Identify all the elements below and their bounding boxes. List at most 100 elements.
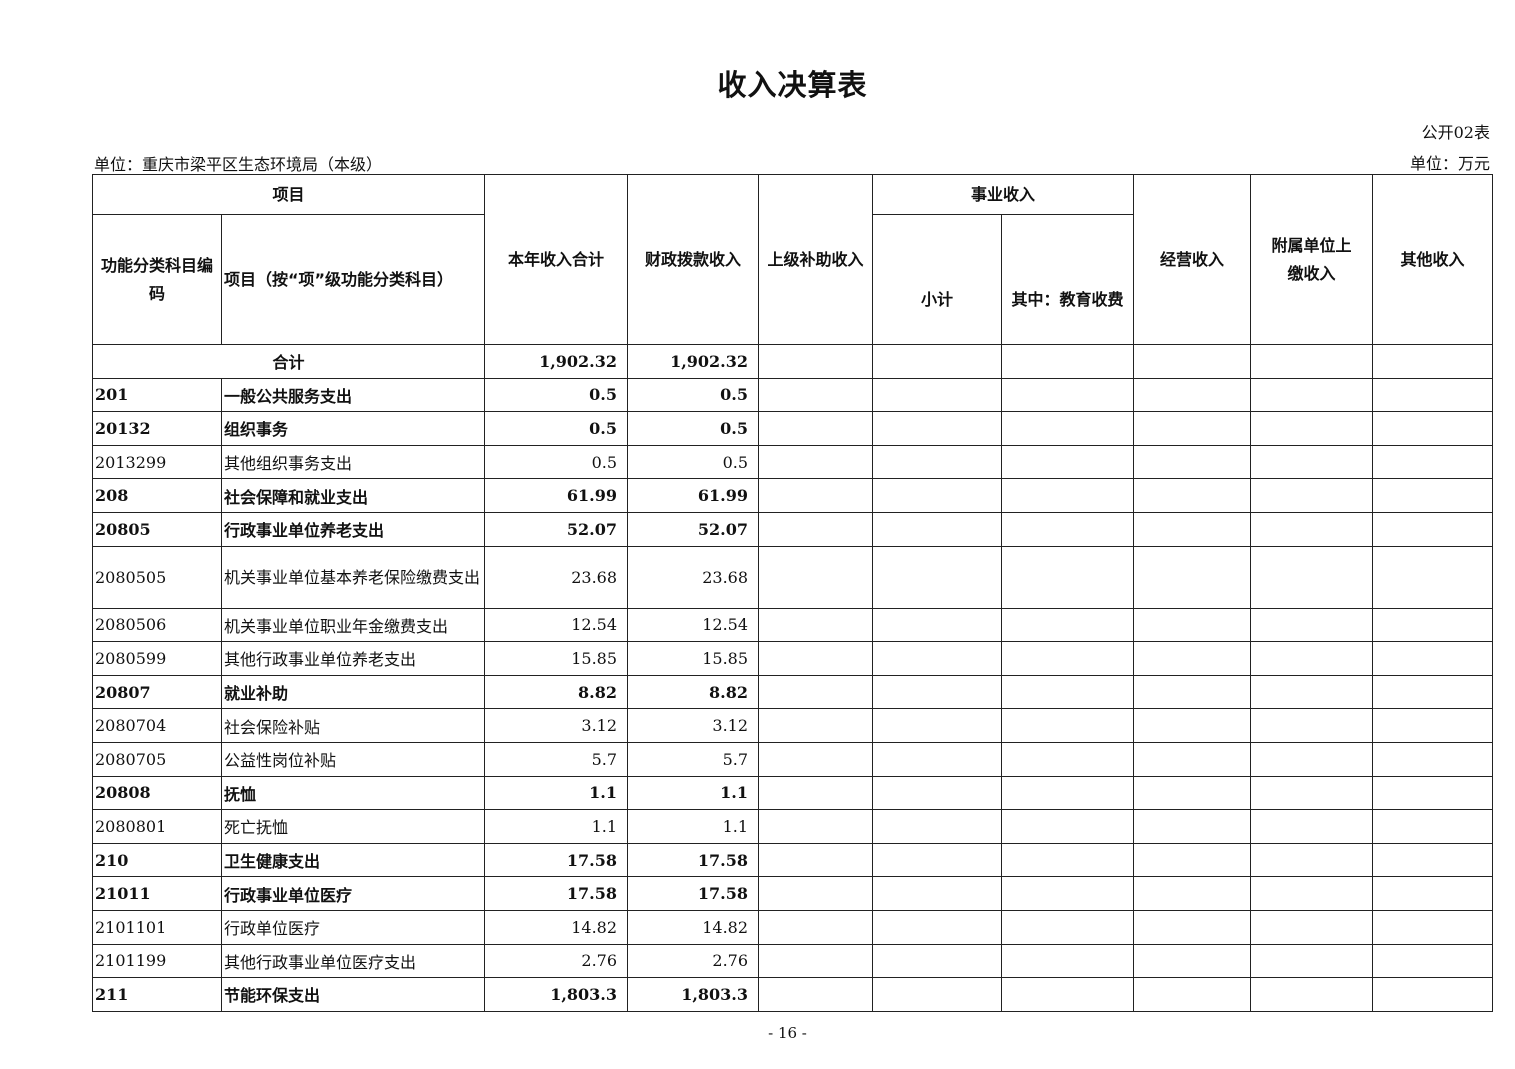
row-fiscal: 1,803.3	[627, 977, 760, 1012]
row-code: 2101199	[92, 943, 222, 979]
row-name: 死亡抚恤	[220, 809, 486, 844]
header-name: 项目（按“项”级功能分类科目）	[220, 214, 486, 345]
row-fiscal: 5.7	[627, 741, 760, 777]
row-code: 20807	[92, 674, 222, 710]
table-row: 2013299 其他组织事务支出 0.5 0.5	[92, 444, 1494, 480]
row-total: 61.99	[484, 478, 629, 513]
empty-cell	[872, 842, 1003, 878]
table-row: 20808 抚恤 1.1 1.1	[92, 775, 1494, 811]
empty-cell	[1133, 741, 1252, 777]
empty-cell	[872, 607, 1003, 643]
empty-cell	[1133, 641, 1252, 676]
empty-cell	[1001, 511, 1135, 547]
empty-cell	[1133, 478, 1252, 513]
row-total: 12.54	[484, 607, 629, 643]
row-total: 1.1	[484, 809, 629, 844]
empty-cell	[1001, 809, 1135, 844]
empty-cell	[1372, 741, 1494, 777]
total-total: 1,902.32	[484, 344, 629, 379]
row-name: 社会保障和就业支出	[220, 478, 486, 513]
unit-organization: 单位：重庆市梁平区生态环境局（本级）	[94, 155, 383, 174]
row-code: 20805	[92, 511, 222, 547]
empty-cell	[1133, 674, 1252, 710]
empty-cell	[1250, 909, 1374, 945]
empty-cell	[872, 444, 1003, 480]
empty-cell	[1133, 809, 1252, 844]
total-label: 合计	[91, 344, 486, 379]
empty-cell	[872, 511, 1003, 547]
row-name: 组织事务	[220, 411, 486, 446]
empty-cell	[1133, 943, 1252, 979]
row-code: 20808	[92, 775, 222, 811]
empty-cell	[1250, 876, 1374, 911]
row-total: 14.82	[484, 909, 629, 945]
row-total: 0.5	[484, 444, 629, 480]
empty-cell	[1250, 674, 1374, 710]
empty-cell	[1250, 377, 1374, 413]
empty-cell	[758, 674, 874, 710]
row-fiscal: 12.54	[627, 607, 760, 643]
empty-cell	[1001, 545, 1135, 609]
row-fiscal: 8.82	[627, 674, 760, 710]
row-total: 0.5	[484, 377, 629, 413]
table-row: 2101101 行政单位医疗 14.82 14.82	[92, 909, 1494, 945]
row-name: 其他组织事务支出	[220, 444, 486, 480]
row-name: 行政事业单位养老支出	[220, 511, 486, 547]
empty-cell	[758, 977, 874, 1012]
row-total: 17.58	[484, 842, 629, 878]
empty-cell	[1250, 775, 1374, 811]
empty-cell	[758, 478, 874, 513]
empty-cell	[1001, 909, 1135, 945]
empty-cell	[1133, 607, 1252, 643]
empty-cell	[758, 943, 874, 979]
row-code: 2080705	[92, 741, 222, 777]
empty-cell	[1001, 741, 1135, 777]
header-subtotal: 小计	[872, 214, 1003, 345]
empty-cell	[872, 876, 1003, 911]
table-row: 2080505 机关事业单位基本养老保险缴费支出 23.68 23.68	[92, 545, 1494, 609]
row-code: 2080506	[92, 607, 222, 643]
empty-cell	[1133, 876, 1252, 911]
empty-cell	[1250, 741, 1374, 777]
empty-cell	[872, 641, 1003, 676]
table-row: 2080801 死亡抚恤 1.1 1.1	[92, 809, 1494, 844]
row-total: 2.76	[484, 943, 629, 979]
empty-cell	[1001, 943, 1135, 979]
empty-cell	[1372, 876, 1494, 911]
empty-cell	[1250, 444, 1374, 480]
empty-cell	[872, 411, 1003, 446]
table-row: 201 一般公共服务支出 0.5 0.5	[92, 377, 1494, 413]
row-total: 1.1	[484, 775, 629, 811]
total-row: 合计 1,902.32 1,902.32	[91, 344, 1494, 379]
table-row: 20132 组织事务 0.5 0.5	[92, 411, 1494, 446]
row-code: 20132	[92, 411, 222, 446]
row-name: 节能环保支出	[220, 977, 486, 1012]
unit-currency: 单位：万元	[1409, 154, 1490, 173]
empty-cell	[1372, 708, 1494, 743]
empty-cell	[1250, 607, 1374, 643]
row-code: 201	[92, 377, 222, 413]
empty-cell	[872, 545, 1003, 609]
empty-cell	[872, 478, 1003, 513]
empty-cell	[1001, 674, 1135, 710]
empty-cell	[1133, 909, 1252, 945]
empty-cell	[1001, 842, 1135, 878]
header-other: 其他收入	[1372, 174, 1494, 345]
page-number: - 16 -	[768, 1024, 807, 1042]
header-fiscal: 财政拨款收入	[627, 174, 760, 345]
header-business-group: 事业收入	[872, 174, 1135, 215]
row-name: 其他行政事业单位养老支出	[220, 641, 486, 676]
row-fiscal: 17.58	[627, 842, 760, 878]
empty-cell	[1133, 411, 1252, 446]
empty-cell	[1001, 708, 1135, 743]
row-name: 抚恤	[220, 775, 486, 811]
empty-cell	[1133, 842, 1252, 878]
empty-cell	[1001, 775, 1135, 811]
income-table: 项目 本年收入合计 财政拨款收入 上级补助收入 事业收入 经营收入 附属单位上缴…	[91, 174, 1494, 1012]
empty-cell	[1001, 977, 1135, 1012]
row-fiscal: 0.5	[627, 444, 760, 480]
table-row: 210 卫生健康支出 17.58 17.58	[92, 842, 1494, 878]
empty-cell	[1250, 809, 1374, 844]
header-code: 功能分类科目编码	[92, 214, 222, 345]
total-fiscal: 1,902.32	[627, 344, 760, 379]
